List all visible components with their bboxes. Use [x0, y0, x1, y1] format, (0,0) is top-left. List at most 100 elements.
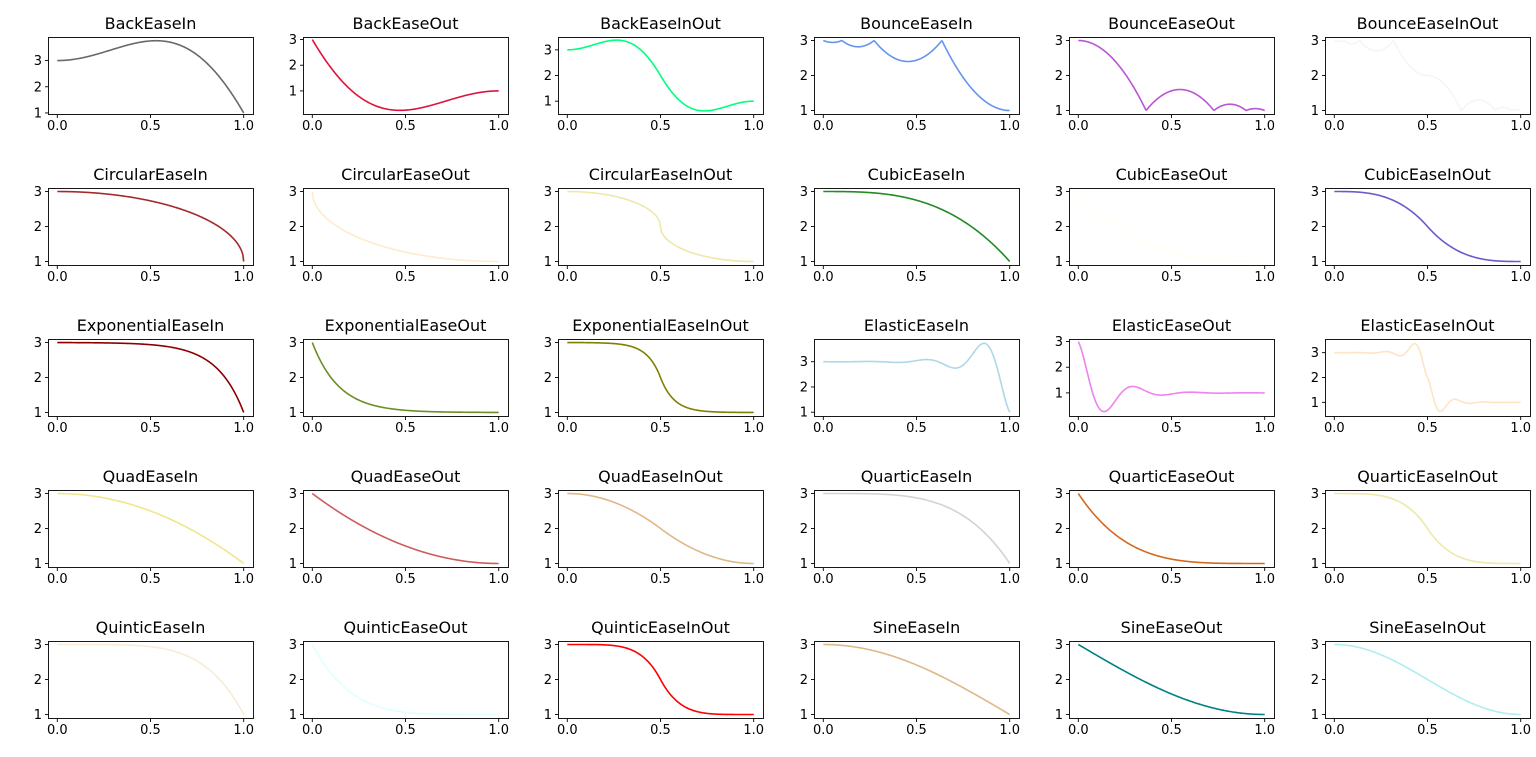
- subplot-quintic-ease-out: QuinticEaseOut 0.0 0.5 1.0 1 2 3: [289, 618, 509, 738]
- easing-curve-quartic-ease-out: [1077, 493, 1265, 565]
- y-tick-label: 2: [34, 673, 42, 688]
- y-tick-label: 1: [800, 255, 808, 270]
- easing-curve-cubic-ease-in-out: [1334, 190, 1521, 263]
- y-tick-label: 3: [544, 336, 552, 351]
- x-tick-label: 0.0: [1324, 572, 1345, 587]
- y-tick-label: 2: [1311, 371, 1319, 386]
- x-tick-label: 0.5: [906, 119, 927, 134]
- x-tick-label: 0.5: [395, 572, 416, 587]
- subplot-back-ease-in: BackEaseIn 0.0 0.5 1.0 1 2 3: [34, 14, 254, 134]
- subplot-title: CircularEaseInOut: [589, 165, 733, 184]
- x-tick-label: 0.0: [557, 119, 578, 134]
- y-tick-label: 1: [544, 708, 552, 723]
- axes-frame: [814, 188, 1020, 266]
- y-tick-label: 1: [289, 255, 297, 270]
- y-tick-label: 3: [800, 185, 808, 200]
- y-tick-label: 1: [1055, 557, 1063, 572]
- subplot-title: SineEaseIn: [873, 618, 961, 637]
- x-tick-label: 0.0: [1068, 723, 1089, 738]
- x-tick-label: 0.5: [650, 119, 671, 134]
- subplot-quartic-ease-out: QuarticEaseOut 0.0 0.5 1.0 1 2 3: [1055, 467, 1275, 587]
- y-tick-label: 2: [544, 673, 552, 688]
- subplot-elastic-ease-out: ElasticEaseOut 0.0 0.5 1.0 1 2 3: [1055, 316, 1275, 436]
- subplot-bounce-ease-in-out: BounceEaseInOut 0.0 0.5 1.0 1 2 3: [1311, 14, 1531, 134]
- y-tick-label: 3: [1311, 185, 1319, 200]
- axes-frame: [303, 641, 509, 719]
- subplot-elastic-ease-in-out: ElasticEaseInOut 0.0 0.5 1.0 1 2 3: [1311, 316, 1531, 436]
- y-tick-label: 2: [1311, 220, 1319, 235]
- subplot-bounce-ease-out: BounceEaseOut 0.0 0.5 1.0 1 2 3: [1055, 14, 1275, 134]
- subplot-cubic-ease-out: CubicEaseOut 0.0 0.5 1.0 1 2 3: [1055, 165, 1275, 285]
- y-tick-label: 2: [289, 220, 297, 235]
- axes-frame: [814, 339, 1020, 417]
- x-tick-label: 1.0: [999, 270, 1020, 285]
- subplot-exponential-ease-out: ExponentialEaseOut 0.0 0.5 1.0 1 2 3: [289, 316, 509, 436]
- axes-frame: [1325, 490, 1531, 568]
- y-tick-label: 3: [800, 355, 808, 370]
- easing-curve-circular-ease-in: [57, 190, 245, 262]
- x-tick-label: 1.0: [233, 723, 254, 738]
- x-tick-label: 0.0: [557, 572, 578, 587]
- x-tick-label: 0.0: [1324, 421, 1345, 436]
- y-tick-label: 1: [34, 406, 42, 421]
- y-tick-label: 1: [544, 255, 552, 270]
- axes-frame: [1069, 37, 1275, 115]
- axes-frame: [48, 339, 254, 417]
- axes-frame: [558, 188, 764, 266]
- x-tick-label: 1.0: [743, 119, 764, 134]
- easing-curve-cubic-ease-out: [1077, 190, 1265, 263]
- x-tick-label: 1.0: [999, 119, 1020, 134]
- y-tick-label: 2: [800, 673, 808, 688]
- axes-frame: [303, 188, 509, 266]
- x-tick-label: 0.0: [1068, 119, 1089, 134]
- subplot-title: CubicEaseInOut: [1364, 165, 1491, 184]
- y-tick-label: 1: [34, 255, 42, 270]
- x-tick-label: 0.5: [906, 421, 927, 436]
- subplot-sine-ease-in-out: SineEaseInOut 0.0 0.5 1.0 1 2 3: [1311, 618, 1531, 738]
- x-tick-label: 0.5: [650, 421, 671, 436]
- easing-curve-back-ease-in: [57, 39, 245, 114]
- y-tick-label: 1: [1311, 557, 1319, 572]
- y-tick-label: 3: [1055, 34, 1063, 49]
- easing-curve-quad-ease-in: [57, 492, 245, 565]
- easing-curve-quintic-ease-in-out: [567, 643, 754, 716]
- easing-curve-elastic-ease-out: [1077, 341, 1265, 413]
- y-tick-label: 2: [800, 69, 808, 84]
- subplot-quad-ease-in: QuadEaseIn 0.0 0.5 1.0 1 2 3: [34, 467, 254, 587]
- subplot-title: QuadEaseIn: [103, 467, 199, 486]
- y-tick-label: 1: [1055, 104, 1063, 119]
- y-tick-label: 3: [1055, 335, 1063, 350]
- axes-frame: [558, 339, 764, 417]
- y-tick-label: 2: [544, 69, 552, 84]
- x-tick-label: 0.5: [1417, 270, 1438, 285]
- subplot-circular-ease-out: CircularEaseOut 0.0 0.5 1.0 1 2 3: [289, 165, 509, 285]
- x-tick-label: 0.0: [302, 572, 323, 587]
- axes-frame: [303, 490, 509, 568]
- axes-frame: [1069, 339, 1275, 417]
- x-tick-label: 1.0: [999, 723, 1020, 738]
- easing-curve-circular-ease-in-out: [567, 190, 754, 263]
- x-tick-label: 1.0: [1254, 723, 1275, 738]
- y-tick-label: 2: [544, 522, 552, 537]
- x-tick-label: 0.5: [140, 572, 161, 587]
- x-tick-label: 0.5: [906, 572, 927, 587]
- x-tick-label: 0.0: [557, 723, 578, 738]
- easing-curve-sine-ease-out: [1077, 643, 1265, 716]
- y-tick-label: 1: [1311, 708, 1319, 723]
- axes-frame: [558, 490, 764, 568]
- y-tick-label: 3: [34, 638, 42, 653]
- subplot-title: BackEaseIn: [105, 14, 197, 33]
- x-tick-label: 0.5: [1161, 421, 1182, 436]
- x-tick-label: 0.0: [1324, 723, 1345, 738]
- subplot-title: ElasticEaseInOut: [1360, 316, 1494, 335]
- x-tick-label: 0.0: [813, 119, 834, 134]
- axes-frame: [48, 188, 254, 266]
- y-tick-label: 3: [289, 638, 297, 653]
- y-tick-label: 2: [800, 522, 808, 537]
- subplot-title: ExponentialEaseInOut: [572, 316, 749, 335]
- subplot-title: QuadEaseOut: [351, 467, 461, 486]
- y-tick-label: 2: [1055, 522, 1063, 537]
- axes-frame: [1069, 490, 1275, 568]
- y-tick-label: 3: [1055, 487, 1063, 502]
- x-tick-label: 0.0: [1068, 572, 1089, 587]
